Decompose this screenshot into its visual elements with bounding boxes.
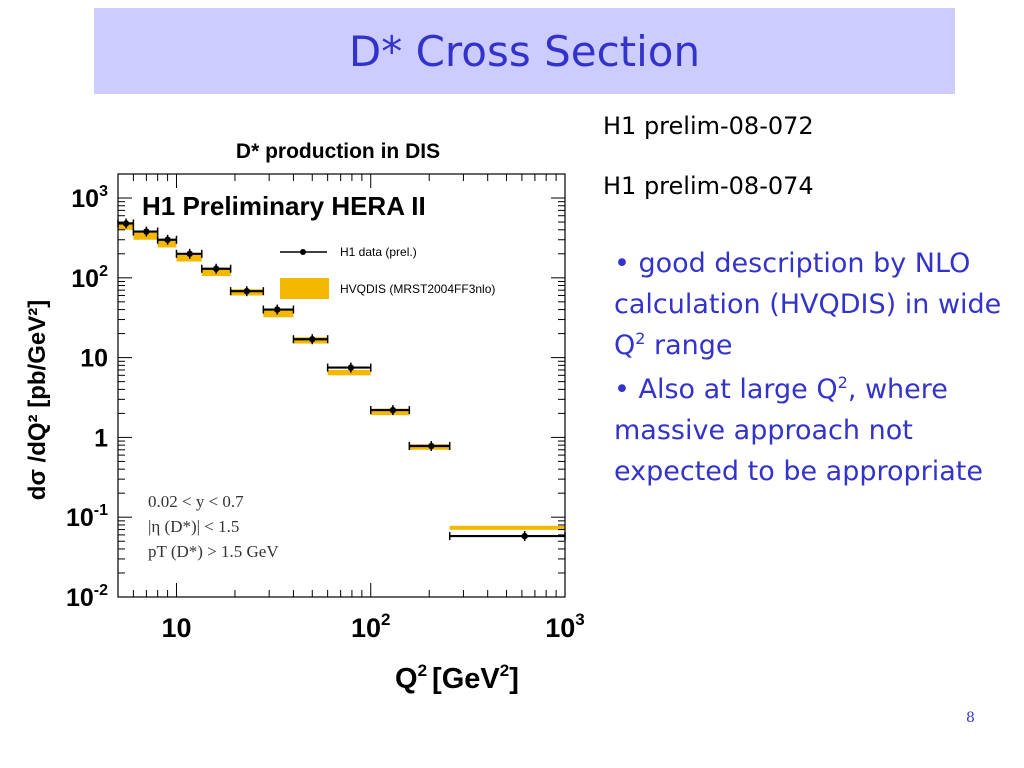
legend-swatch-hvqdis <box>280 278 329 299</box>
chart-title: D* production in DIS <box>236 140 440 163</box>
annotation-eta-cut: |η (D*)| < 1.5 <box>148 517 239 536</box>
cross-section-chart: 10 102 103 10-2 10-1 1 10 102 103 D* production … <box>24 140 585 695</box>
ref-prelim-072: H1 prelim-08-072 <box>603 112 814 140</box>
hvqdis-band <box>263 309 294 318</box>
hvqdis-band <box>133 232 158 240</box>
page-number: 8 <box>966 710 975 726</box>
data-point-marker <box>186 250 193 257</box>
y-tick-label: 1 <box>94 424 108 452</box>
bullet-list: • good description by NLO calculation (H… <box>614 243 1009 495</box>
x-axis-label: Q2 [GeV2] <box>395 661 519 695</box>
data-point <box>448 531 566 542</box>
x-tick-label: 102 <box>351 610 391 643</box>
y-tick-label: 10-2 <box>66 582 108 612</box>
data-point-marker <box>521 532 528 540</box>
y-tick-label: 102 <box>71 263 108 293</box>
cuts-annotation: 0.02 < y < 0.7 |η (D*)| < 1.5 pT (D*) > … <box>148 492 279 561</box>
legend-label-hvqdis: HVQDIS (MRST2004FF3nlo) <box>340 282 495 296</box>
annotation-y-cut: 0.02 < y < 0.7 <box>148 492 244 511</box>
y-tick-label: 10 <box>80 345 108 373</box>
chart-subtitle: H1 Preliminary HERA II <box>142 191 426 221</box>
data-point-marker <box>274 306 281 313</box>
legend-label-data: H1 data (prel.) <box>340 245 417 259</box>
legend: H1 data (prel.) HVQDIS (MRST2004FF3nlo) <box>280 245 495 299</box>
slide-title: D* Cross Section <box>348 26 701 76</box>
x-tick-label: 10 <box>161 613 191 643</box>
data-point-marker <box>389 406 397 414</box>
y-tick-label: 103 <box>71 183 108 213</box>
annotation-pt-cut: pT (D*) > 1.5 GeV <box>148 542 279 561</box>
x-tick-label: 103 <box>545 610 585 643</box>
data-point-marker <box>309 336 316 343</box>
bullet-item: • Also at large Q2, where massive approa… <box>614 373 983 487</box>
plot-frame <box>117 173 566 598</box>
data-point-marker <box>164 236 171 243</box>
data-point-marker <box>347 364 355 371</box>
data-point <box>175 248 203 259</box>
data-point <box>156 234 178 245</box>
title-bar: D* Cross Section <box>94 8 955 94</box>
tick-labels: 10 102 103 10-2 10-1 1 10 102 103 <box>66 183 585 643</box>
data-point-marker <box>143 228 150 235</box>
data-point-marker <box>428 442 435 450</box>
ref-prelim-074: H1 prelim-08-074 <box>603 172 814 200</box>
hvqdis-bands <box>118 222 565 530</box>
data-point-marker <box>122 220 130 227</box>
legend-marker-data <box>300 249 306 255</box>
data-point <box>229 286 265 297</box>
data-point <box>201 263 232 274</box>
hvqdis-band <box>327 369 371 376</box>
hvqdis-band <box>449 525 565 530</box>
data-point <box>262 304 295 315</box>
data-point <box>369 405 411 416</box>
data-point <box>132 226 159 237</box>
data-point-marker <box>243 287 250 295</box>
bullet-item: • good description by NLO calculation (H… <box>614 248 1002 361</box>
data-point <box>326 362 372 373</box>
hvqdis-band <box>370 408 410 416</box>
y-tick-label: 10-1 <box>66 502 108 532</box>
axis-ticks <box>117 173 566 598</box>
y-axis-label: dσ /dQ² [pb/GeV²] <box>24 300 51 500</box>
data-point-marker <box>212 265 220 272</box>
data-point <box>292 334 329 345</box>
data-point <box>408 441 451 452</box>
